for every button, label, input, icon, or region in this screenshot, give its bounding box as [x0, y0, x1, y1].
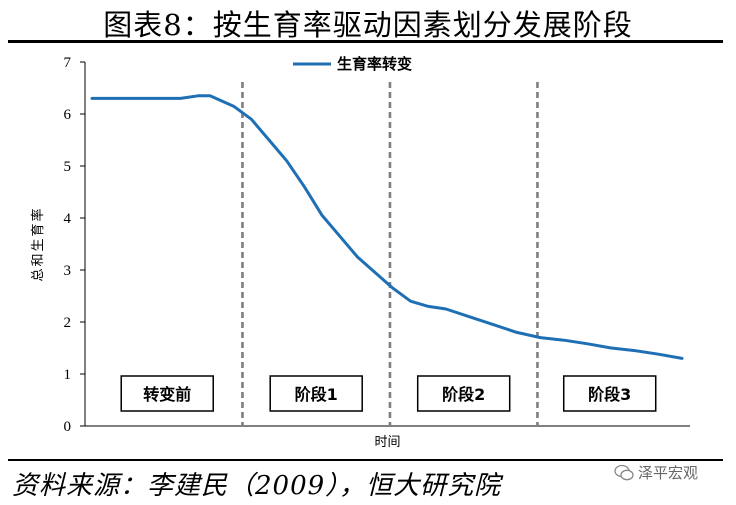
- watermark: 泽平宏观: [614, 462, 698, 483]
- legend-label: 生育率转变: [337, 55, 412, 73]
- stage-boundaries: [241, 82, 539, 426]
- y-tick-label: 4: [64, 211, 72, 227]
- y-tick-label: 2: [64, 315, 72, 331]
- stage-label: 转变前: [143, 385, 191, 404]
- stage-box: [562, 375, 657, 412]
- legend: 生育率转变: [293, 55, 412, 73]
- x-axis-label: 时间: [374, 435, 400, 450]
- y-tick-label: 5: [64, 159, 72, 175]
- stage-labels: 转变前 阶段1 阶段2 阶段3: [120, 375, 657, 412]
- series-line: [90, 94, 684, 360]
- stage-label: 阶段1: [295, 385, 338, 404]
- source-note: 资料来源：李建民（2009），恒大研究院: [12, 471, 502, 501]
- stage-label: 阶段3: [588, 385, 631, 404]
- y-tick-label: 3: [64, 263, 72, 279]
- y-tick-label: 0: [64, 419, 72, 435]
- stage-label: 阶段2: [442, 385, 485, 404]
- y-tick-label: 7: [64, 55, 72, 71]
- watermark-text: 泽平宏观: [638, 464, 699, 482]
- series-lines: [90, 94, 684, 360]
- bottom-rule: [8, 459, 723, 461]
- stage-box: [269, 375, 363, 412]
- stage-box: [120, 375, 214, 412]
- chart-title: 图表8：按生育率驱动因素划分发展阶段: [103, 8, 633, 42]
- wechat-icon: [614, 464, 634, 480]
- top-rule: [8, 40, 723, 43]
- y-tick-label: 1: [64, 367, 72, 383]
- y-axis-label: 总和生育率: [30, 206, 46, 281]
- y-tick-label: 6: [64, 107, 72, 123]
- stage-box: [416, 375, 511, 412]
